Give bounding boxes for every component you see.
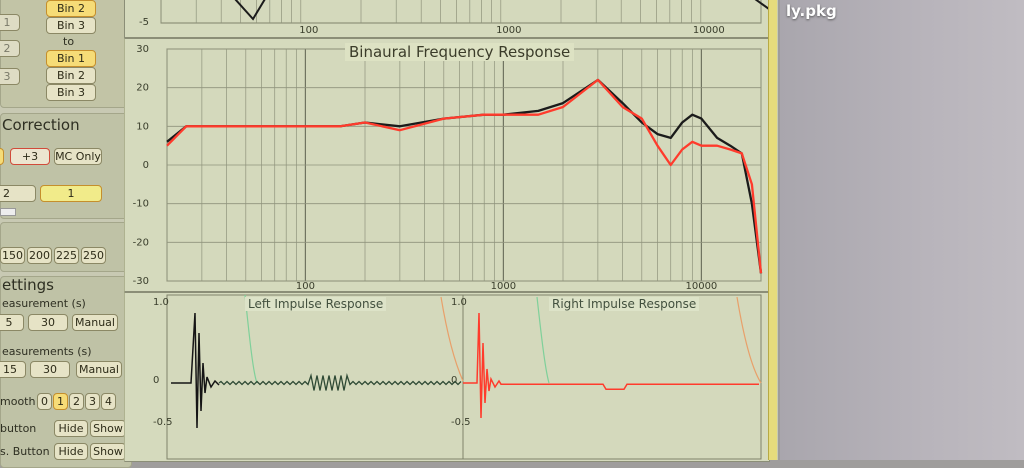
top-x-tick-label: 1000 xyxy=(496,25,521,36)
smooth-2-button[interactable]: 2 xyxy=(69,393,84,410)
freq-x-tick-label: 1000 xyxy=(491,281,516,291)
left-bin-1[interactable]: 1 xyxy=(0,14,20,31)
bin-3-lower-button[interactable]: Bin 3 xyxy=(46,84,96,101)
correction-left-button[interactable] xyxy=(0,148,4,165)
measurements-length-label: easurements (s) xyxy=(2,345,92,358)
frequency-response-plot: 30 20 10 0 -10 -20 -30 100 1000 10000 Binaural Fr… xyxy=(124,38,770,292)
button-hide[interactable]: Hide xyxy=(54,420,88,437)
top-partial-curve xyxy=(234,0,266,21)
top-y-label: -5 xyxy=(139,17,149,28)
freq-x-tick-label: 10000 xyxy=(685,281,717,291)
measurements-15-button[interactable]: 15 xyxy=(0,361,26,378)
app-window: 1 2 3 Bin 2 Bin 3 to Bin 1 Bin 2 Bin 3 C… xyxy=(0,0,778,468)
correction-value-2[interactable]: 2 xyxy=(0,185,36,202)
measurements-30-button[interactable]: 30 xyxy=(30,361,70,378)
freq-y-tick-label: 0 xyxy=(143,160,149,171)
right-window-fall xyxy=(736,296,762,384)
impulse-response-plot: 1.0 0 -0.5 1.0 0 -0.5 Left Impulse Response R… xyxy=(124,292,770,462)
s-button-show[interactable]: Show xyxy=(90,443,126,460)
freq-y-tick-label: -20 xyxy=(133,237,149,248)
freq-y-tick-label: 30 xyxy=(136,44,149,55)
smooth-0-button[interactable]: 0 xyxy=(37,393,52,410)
left-bin-3[interactable]: 3 xyxy=(0,68,20,85)
left-impulse-title: Left Impulse Response xyxy=(245,297,387,311)
freq-right-channel-line xyxy=(166,78,763,274)
measurement-30-button[interactable]: 30 xyxy=(28,314,68,331)
top-strip-area xyxy=(160,0,762,24)
window-border xyxy=(768,0,777,460)
top-x-tick-label: 10000 xyxy=(693,25,725,36)
impulse-left-y-label: 0 xyxy=(153,375,159,386)
button-label: button xyxy=(0,422,37,435)
smooth-1-button[interactable]: 1 xyxy=(53,393,68,410)
bins-to-label: to xyxy=(63,35,75,48)
option-200[interactable]: 200 xyxy=(27,247,52,264)
right-impulse-title: Right Impulse Response xyxy=(549,297,700,311)
freq-x-tick-label: 100 xyxy=(296,281,315,291)
desktop-background xyxy=(780,0,1024,460)
impulse-right-y-label: -0.5 xyxy=(451,417,471,428)
mc-only-button[interactable]: MC Only xyxy=(54,148,102,165)
measurement-5-button[interactable]: 5 xyxy=(0,314,24,331)
right-window-rise xyxy=(536,296,550,384)
desktop-file-label[interactable]: ly.pkg xyxy=(786,2,837,20)
frequency-plot-title: Binaural Frequency Response xyxy=(345,43,575,61)
correction-value-1[interactable]: 1 xyxy=(40,185,102,202)
freq-y-tick-label: 20 xyxy=(136,83,149,94)
top-partial-curve-right xyxy=(754,0,769,10)
freq-y-tick-label: 10 xyxy=(136,121,149,132)
left-impulse-tail xyxy=(218,372,462,391)
smooth-3-button[interactable]: 3 xyxy=(85,393,100,410)
s-button-hide[interactable]: Hide xyxy=(54,443,88,460)
impulse-right-y-label: 0 xyxy=(451,375,457,386)
top-plot-strip: -5 100 1000 10000 xyxy=(124,0,770,38)
smooth-4-button[interactable]: 4 xyxy=(101,393,116,410)
impulse-left-y-label: -0.5 xyxy=(153,417,173,428)
measurements-manual-button[interactable]: Manual xyxy=(76,361,122,378)
top-x-tick-label: 100 xyxy=(299,25,318,36)
control-panel: 1 2 3 Bin 2 Bin 3 to Bin 1 Bin 2 Bin 3 C… xyxy=(0,0,132,468)
correction-slider[interactable] xyxy=(0,208,16,216)
measurement-manual-button[interactable]: Manual xyxy=(72,314,118,331)
smooth-label: mooth xyxy=(0,395,36,408)
freq-y-tick-label: -30 xyxy=(133,276,149,287)
bin-3-button[interactable]: Bin 3 xyxy=(46,17,96,34)
plus3-button[interactable]: +3 xyxy=(10,148,50,165)
impulse-plot-area xyxy=(166,294,762,460)
s-button-label: s. Button xyxy=(0,445,50,458)
left-impulse-spike xyxy=(171,312,220,429)
button-show[interactable]: Show xyxy=(90,420,126,437)
bin-2-button[interactable]: Bin 2 xyxy=(46,0,96,17)
left-window-fall xyxy=(440,296,464,382)
bin-1-button[interactable]: Bin 1 xyxy=(46,50,96,67)
option-250[interactable]: 250 xyxy=(81,247,106,264)
option-225[interactable]: 225 xyxy=(54,247,79,264)
option-150[interactable]: 150 xyxy=(0,247,25,264)
impulse-left-y-label: 1.0 xyxy=(153,297,169,308)
freq-y-tick-label: -10 xyxy=(133,199,149,210)
correction-title: Correction xyxy=(2,116,80,134)
settings-title: ettings xyxy=(2,276,55,294)
right-impulse-line xyxy=(463,312,759,419)
impulse-right-y-label: 1.0 xyxy=(451,297,467,308)
bin-2-lower-button[interactable]: Bin 2 xyxy=(46,67,96,84)
measurement-length-label: easurement (s) xyxy=(2,297,86,310)
left-bin-2[interactable]: 2 xyxy=(0,40,20,57)
